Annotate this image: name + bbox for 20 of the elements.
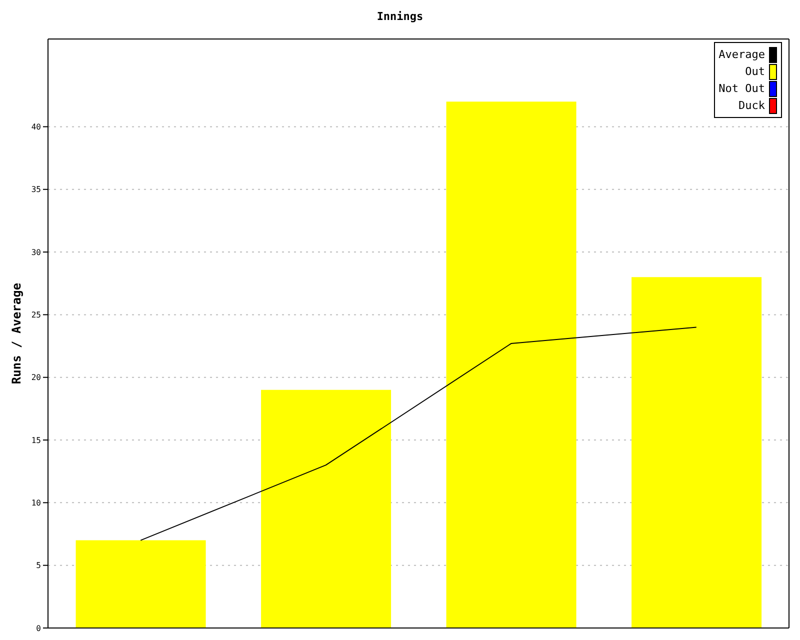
line-series <box>140 326 697 541</box>
y-tick-label: 30 <box>31 248 42 257</box>
y-axis-title: Runs / Average <box>9 282 24 384</box>
y-tick-label: 35 <box>31 185 42 194</box>
y-tick-label: 10 <box>31 498 42 508</box>
y-tick-label: 0 <box>36 624 42 633</box>
legend-label: Not Out <box>718 82 765 95</box>
legend-label: Duck <box>738 99 765 112</box>
chart-title: Innings <box>376 9 424 25</box>
bar <box>261 390 392 628</box>
y-tick-label: 20 <box>31 373 42 382</box>
y-tick-label: 15 <box>31 436 42 445</box>
legend-label: Out <box>745 65 765 78</box>
y-tick-label: 40 <box>31 122 42 132</box>
legend-label: Average <box>718 48 765 61</box>
bar <box>632 277 762 628</box>
bar <box>446 102 576 628</box>
y-tick-label: 25 <box>31 310 42 320</box>
bar <box>76 540 206 628</box>
y-tick-label: 5 <box>36 561 42 570</box>
